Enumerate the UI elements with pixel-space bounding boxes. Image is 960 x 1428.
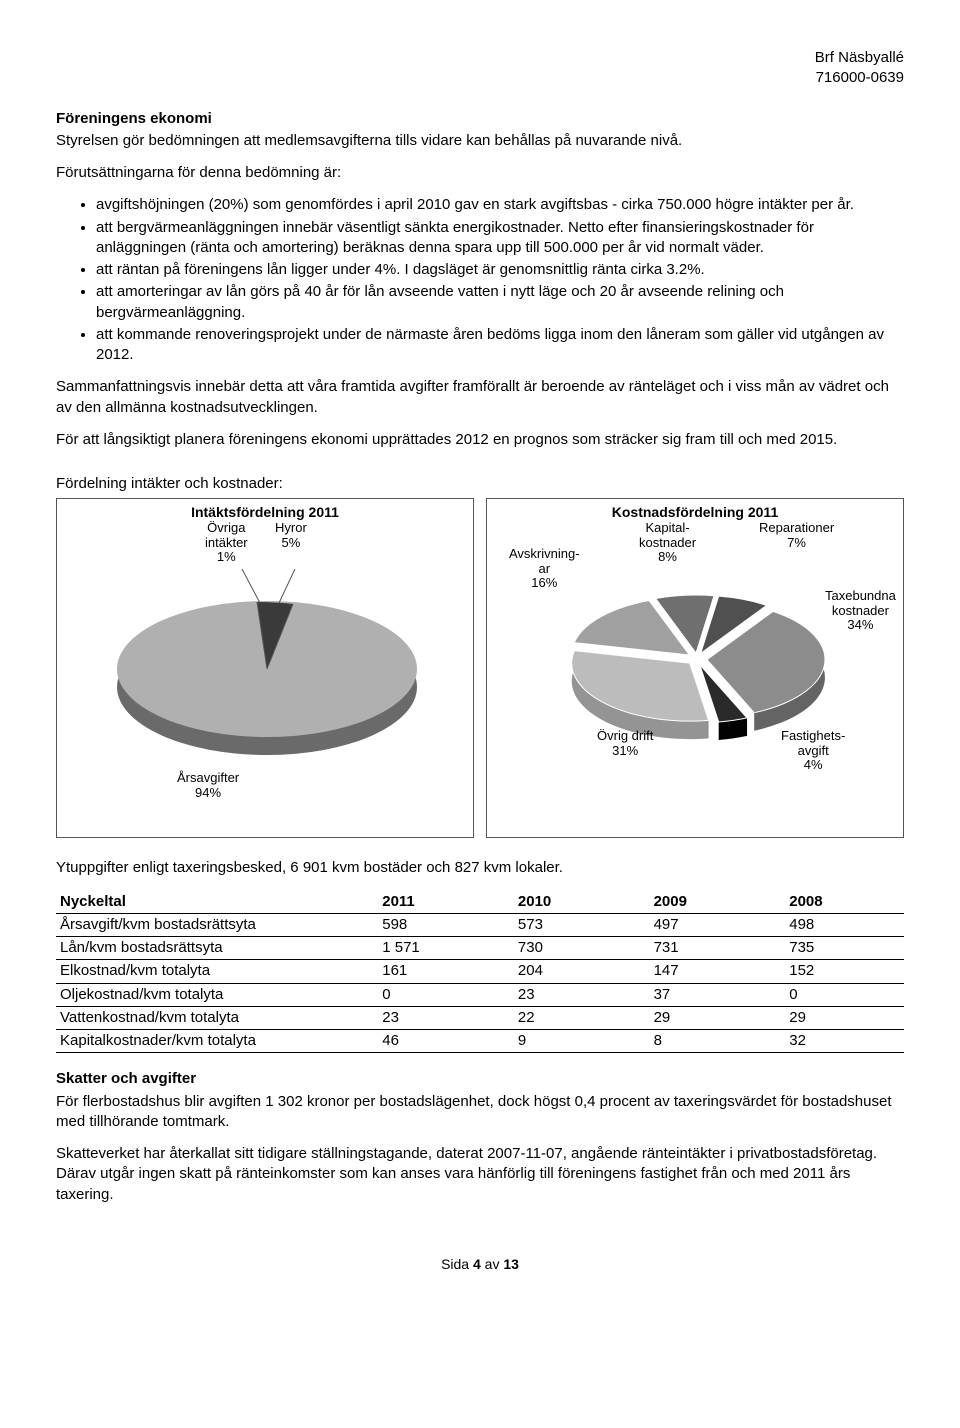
table-cell: 204 bbox=[514, 960, 650, 983]
table-cell: 32 bbox=[785, 1030, 904, 1053]
intro-text: Styrelsen gör bedömningen att medlemsavg… bbox=[56, 131, 904, 151]
table-row: Elkostnad/kvm totalyta161204147152 bbox=[56, 960, 904, 983]
table-cell: 497 bbox=[650, 913, 786, 936]
table-cell: 8 bbox=[650, 1030, 786, 1053]
table-cell: 147 bbox=[650, 960, 786, 983]
prognos-text: För att långsiktigt planera föreningens … bbox=[56, 430, 904, 450]
table-cell: 0 bbox=[785, 983, 904, 1006]
table-cell: 730 bbox=[514, 937, 650, 960]
list-item: att räntan på föreningens lån ligger und… bbox=[96, 260, 904, 280]
label-fast: Fastighets-avgift4% bbox=[781, 729, 845, 772]
table-header: 2011 bbox=[378, 891, 514, 914]
table-header: 2010 bbox=[514, 891, 650, 914]
table-header: 2009 bbox=[650, 891, 786, 914]
table-cell: 29 bbox=[785, 1006, 904, 1029]
list-item: att kommande renoveringsprojekt under de… bbox=[96, 325, 904, 366]
footer-tot: 13 bbox=[503, 1256, 519, 1272]
precondition-text: Förutsättningarna för denna bedömning är… bbox=[56, 163, 904, 183]
table-cell: 23 bbox=[514, 983, 650, 1006]
table-row: Årsavgift/kvm bostadsrättsyta59857349749… bbox=[56, 913, 904, 936]
label-hyror: Hyror5% bbox=[275, 521, 307, 550]
org-name: Brf Näsbyallé bbox=[815, 49, 904, 66]
bullet-list: avgiftshöjningen (20%) som genomfördes i… bbox=[56, 195, 904, 365]
table-cell: 161 bbox=[378, 960, 514, 983]
table-row: Vattenkostnad/kvm totalyta23222929 bbox=[56, 1006, 904, 1029]
table-cell: Oljekostnad/kvm totalyta bbox=[56, 983, 378, 1006]
pie-income bbox=[57, 519, 474, 819]
footer-cur: 4 bbox=[473, 1256, 481, 1272]
table-cell: 152 bbox=[785, 960, 904, 983]
table-row: Oljekostnad/kvm totalyta023370 bbox=[56, 983, 904, 1006]
table-cell: 37 bbox=[650, 983, 786, 1006]
label-kapital: Kapital-kostnader8% bbox=[639, 521, 696, 564]
charts-heading: Fördelning intäkter och kostnader: bbox=[56, 474, 904, 494]
table-cell: 22 bbox=[514, 1006, 650, 1029]
org-number: 716000-0639 bbox=[816, 69, 904, 86]
list-item: att amorteringar av lån görs på 40 år fö… bbox=[96, 282, 904, 323]
table-cell: 46 bbox=[378, 1030, 514, 1053]
ytuppgifter: Ytuppgifter enligt taxeringsbesked, 6 90… bbox=[56, 858, 904, 878]
footer-mid: av bbox=[481, 1256, 504, 1272]
table-cell: 23 bbox=[378, 1006, 514, 1029]
table-cell: 598 bbox=[378, 913, 514, 936]
label-ovriga: Övrigaintäkter1% bbox=[205, 521, 248, 564]
chart-income: Intäktsfördelning 2011 Övrigaintäkter1% … bbox=[56, 498, 474, 838]
page-footer: Sida 4 av 13 bbox=[56, 1255, 904, 1274]
label-taxe: Taxebundnakostnader34% bbox=[825, 589, 896, 632]
table-cell: Lån/kvm bostadsrättsyta bbox=[56, 937, 378, 960]
charts-row: Intäktsfördelning 2011 Övrigaintäkter1% … bbox=[56, 498, 904, 838]
page-title: Föreningens ekonomi bbox=[56, 109, 904, 129]
table-cell: Årsavgift/kvm bostadsrättsyta bbox=[56, 913, 378, 936]
skatter-heading: Skatter och avgifter bbox=[56, 1069, 904, 1089]
table-row: Kapitalkostnader/kvm totalyta469832 bbox=[56, 1030, 904, 1053]
table-cell: 0 bbox=[378, 983, 514, 1006]
label-rep: Reparationer7% bbox=[759, 521, 834, 550]
skatter-p1: För flerbostadshus blir avgiften 1 302 k… bbox=[56, 1092, 904, 1133]
table-cell: Kapitalkostnader/kvm totalyta bbox=[56, 1030, 378, 1053]
table-cell: 573 bbox=[514, 913, 650, 936]
label-arsavgifter: Årsavgifter94% bbox=[177, 771, 239, 800]
table-header: Nyckeltal bbox=[56, 891, 378, 914]
label-ovrigdrift: Övrig drift31% bbox=[597, 729, 653, 758]
table-header: 2008 bbox=[785, 891, 904, 914]
table-cell: 9 bbox=[514, 1030, 650, 1053]
table-cell: Vattenkostnad/kvm totalyta bbox=[56, 1006, 378, 1029]
doc-header: Brf Näsbyallé 716000-0639 bbox=[56, 48, 904, 89]
table-row: Lån/kvm bostadsrättsyta1 571730731735 bbox=[56, 937, 904, 960]
skatter-p2: Skatteverket har återkallat sitt tidigar… bbox=[56, 1144, 904, 1205]
table-cell: 1 571 bbox=[378, 937, 514, 960]
footer-pre: Sida bbox=[441, 1256, 473, 1272]
label-avskr: Avskrivning-ar16% bbox=[509, 547, 580, 590]
summary-text: Sammanfattningsvis innebär detta att vår… bbox=[56, 377, 904, 418]
table-cell: 735 bbox=[785, 937, 904, 960]
table-cell: Elkostnad/kvm totalyta bbox=[56, 960, 378, 983]
table-cell: 498 bbox=[785, 913, 904, 936]
chart-cost: Kostnadsfördelning 2011 Kapital-kostnade… bbox=[486, 498, 904, 838]
list-item: avgiftshöjningen (20%) som genomfördes i… bbox=[96, 195, 904, 215]
table-cell: 731 bbox=[650, 937, 786, 960]
list-item: att bergvärmeanläggningen innebär väsent… bbox=[96, 218, 904, 259]
table-cell: 29 bbox=[650, 1006, 786, 1029]
nyckeltal-table: Nyckeltal2011201020092008 Årsavgift/kvm … bbox=[56, 891, 904, 1054]
